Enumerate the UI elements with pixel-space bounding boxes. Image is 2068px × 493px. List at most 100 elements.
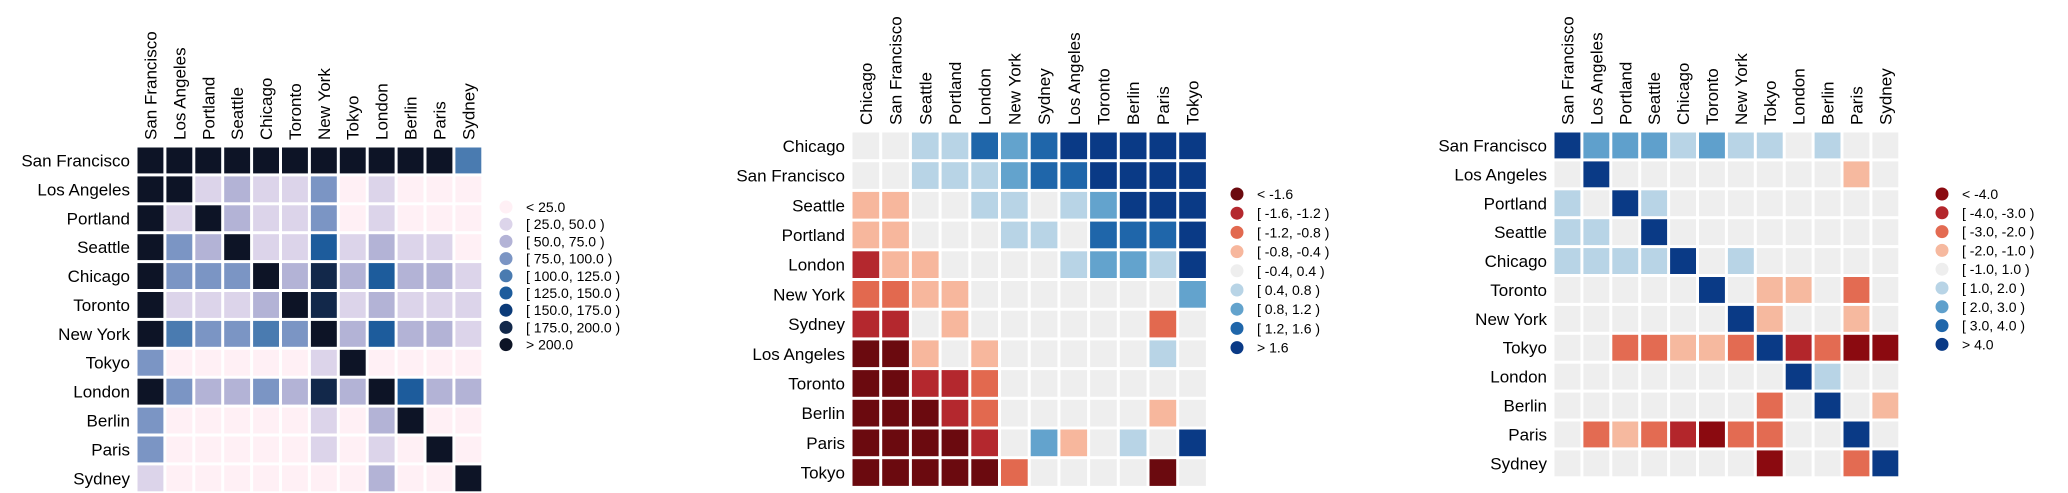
heatmap-cell bbox=[1670, 392, 1696, 419]
heatmap-cell bbox=[1641, 421, 1668, 448]
legend-label: [ 1.2, 1.6 ) bbox=[1257, 320, 1320, 336]
heatmap-cell bbox=[1001, 340, 1028, 368]
heatmap-cell bbox=[1641, 334, 1668, 361]
heatmap-cell bbox=[339, 436, 366, 463]
heatmap-cell bbox=[339, 320, 366, 347]
heatmap-cell bbox=[971, 251, 998, 278]
legend-label: [ 50.0, 75.0 ) bbox=[526, 233, 605, 249]
heatmap-cell bbox=[1554, 161, 1581, 188]
heatmap-cell bbox=[195, 205, 222, 232]
heatmap-cell bbox=[137, 378, 164, 405]
heatmap-cell bbox=[1060, 459, 1088, 486]
heatmap-cell bbox=[1785, 190, 1812, 217]
heatmap-cell bbox=[397, 263, 424, 289]
heatmap-cell bbox=[195, 147, 222, 174]
legend-label: [ -0.8, -0.4 ) bbox=[1257, 244, 1329, 260]
row-label: Tokyo bbox=[1503, 339, 1547, 358]
heatmap-cell bbox=[1554, 421, 1581, 448]
heatmap-1: San Francisco Los Angeles Portland Seattle C… bbox=[21, 31, 620, 492]
column-label: New York bbox=[315, 68, 334, 140]
heatmap-cell bbox=[1149, 221, 1177, 249]
heatmap-cell bbox=[1583, 277, 1610, 303]
column-label: Seattle bbox=[916, 72, 935, 125]
heatmap-cell bbox=[1583, 334, 1610, 361]
legend-swatch bbox=[1230, 341, 1244, 355]
heatmap-cell bbox=[941, 251, 969, 278]
heatmap-cell bbox=[1756, 132, 1783, 159]
heatmap-cell bbox=[1756, 392, 1783, 419]
heatmap-cell bbox=[1756, 161, 1783, 188]
heatmap-cell bbox=[1814, 305, 1841, 332]
heatmap-cell bbox=[1670, 305, 1696, 332]
heatmap-cell bbox=[368, 147, 395, 174]
heatmap-cell bbox=[195, 436, 222, 463]
heatmap-cell bbox=[1785, 219, 1812, 246]
heatmap-cell bbox=[1727, 305, 1754, 332]
heatmap-cell bbox=[911, 399, 939, 427]
heatmap-cell bbox=[1727, 392, 1754, 419]
column-label: London bbox=[373, 83, 392, 140]
heatmap-cell bbox=[195, 407, 222, 434]
heatmap-cell bbox=[971, 429, 998, 457]
heatmap-cell bbox=[1583, 161, 1610, 188]
legend-label: [ 125.0, 150.0 ) bbox=[526, 285, 620, 301]
heatmap-cell bbox=[282, 263, 308, 289]
heatmap-cell bbox=[1727, 190, 1754, 217]
heatmap-cell bbox=[1149, 251, 1177, 278]
heatmap-cell bbox=[1119, 459, 1147, 486]
heatmap-cell bbox=[1030, 370, 1058, 397]
heatmap-cell bbox=[1090, 459, 1117, 486]
legend-label: [ 0.4, 0.8 ) bbox=[1257, 282, 1320, 298]
heatmap-cell bbox=[852, 340, 880, 368]
heatmap-cell bbox=[1670, 190, 1696, 217]
row-label: San Francisco bbox=[21, 151, 130, 170]
heatmap-cell bbox=[852, 429, 880, 457]
heatmap-cell bbox=[911, 281, 939, 308]
legend-label: [ -4.0, -3.0 ) bbox=[1962, 205, 2034, 221]
heatmap-cell bbox=[882, 221, 909, 249]
heatmap-cell bbox=[1641, 190, 1668, 217]
row-label: Toronto bbox=[73, 296, 130, 315]
heatmap-cell bbox=[1119, 221, 1147, 249]
heatmap-cell bbox=[1699, 277, 1725, 303]
heatmap-cell bbox=[253, 147, 279, 174]
heatmap-cell bbox=[852, 310, 880, 338]
heatmap-cell bbox=[310, 320, 337, 347]
heatmap-cell bbox=[1090, 370, 1117, 397]
legend-swatch bbox=[1230, 225, 1244, 239]
column-label: Chicago bbox=[1674, 63, 1693, 125]
heatmap-cell bbox=[1699, 334, 1725, 361]
heatmap-cell bbox=[1179, 340, 1206, 368]
legend-swatch bbox=[1935, 262, 1949, 276]
heatmap-cell bbox=[1814, 190, 1841, 217]
heatmap-cell bbox=[1179, 221, 1206, 249]
legend-swatch bbox=[1230, 264, 1244, 278]
heatmap-cell bbox=[941, 340, 969, 368]
heatmap-cell bbox=[1119, 281, 1147, 308]
heatmap-cell bbox=[1699, 305, 1725, 332]
heatmap-cell bbox=[1785, 161, 1812, 188]
heatmap-cell bbox=[1060, 162, 1088, 189]
heatmap-cell bbox=[1060, 399, 1088, 427]
heatmap-cell bbox=[911, 191, 939, 219]
heatmap-cell bbox=[1872, 305, 1899, 332]
heatmap-cell bbox=[1756, 277, 1783, 303]
heatmap-cell bbox=[1149, 459, 1177, 486]
heatmap-cell bbox=[971, 191, 998, 219]
heatmap-cell bbox=[911, 459, 939, 486]
heatmap-cell bbox=[166, 349, 193, 376]
heatmap-cell bbox=[1090, 162, 1117, 189]
heatmap-cell bbox=[941, 221, 969, 249]
heatmap-cell bbox=[310, 234, 337, 261]
legend-1: < 25.0[ 25.0, 50.0 )[ 50.0, 75.0 ) [ 75.0… bbox=[499, 199, 620, 353]
column-label: Paris bbox=[1848, 86, 1867, 125]
heatmap-cell bbox=[1699, 248, 1725, 274]
heatmap-cell bbox=[971, 310, 998, 338]
heatmap-cell bbox=[1612, 363, 1639, 390]
legend-label: [ -1.6, -1.2 ) bbox=[1257, 205, 1329, 221]
heatmap-cell bbox=[339, 378, 366, 405]
heatmap-cell bbox=[1843, 132, 1870, 159]
heatmap-cell bbox=[368, 378, 395, 405]
heatmap-cell bbox=[1149, 191, 1177, 219]
heatmap-cell bbox=[1179, 191, 1206, 219]
